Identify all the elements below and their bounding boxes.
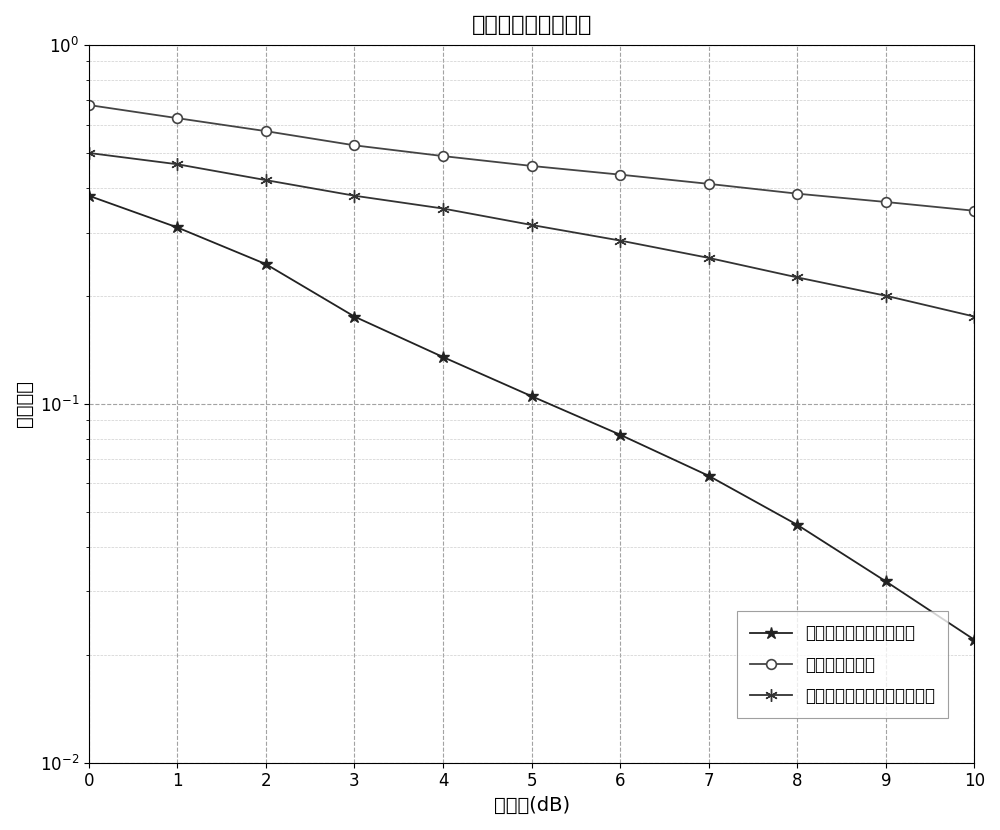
中继使用空时编码的情况 [880, 577, 892, 587]
中继使用空时编码的情况 [791, 520, 803, 530]
无中继重传情况 [260, 126, 272, 136]
Line: 中继不使用空时编码重传情况: 中继不使用空时编码重传情况 [82, 147, 981, 323]
中继不使用空时编码重传情况 [260, 175, 272, 185]
中继使用空时编码的情况 [348, 311, 360, 321]
中继不使用空时编码重传情况 [348, 191, 360, 201]
无中继重传情况 [968, 206, 980, 216]
中继不使用空时编码重传情况 [968, 311, 980, 321]
无中继重传情况 [83, 100, 95, 110]
中继使用空时编码的情况 [526, 391, 538, 401]
无中继重传情况 [614, 169, 626, 179]
中继使用空时编码的情况 [968, 635, 980, 645]
无中继重传情况 [703, 179, 715, 189]
中继不使用空时编码重传情况 [703, 253, 715, 263]
无中继重传情况 [437, 151, 449, 161]
无中继重传情况 [880, 197, 892, 207]
无中继重传情况 [348, 140, 360, 150]
中继使用空时编码的情况 [171, 222, 183, 232]
中继使用空时编码的情况 [260, 259, 272, 269]
中继使用空时编码的情况 [437, 352, 449, 362]
无中继重传情况 [791, 188, 803, 198]
Title: 不同方式的误比特率: 不同方式的误比特率 [471, 15, 592, 35]
中继使用空时编码的情况 [614, 430, 626, 440]
Line: 中继使用空时编码的情况: 中继使用空时编码的情况 [82, 189, 981, 646]
中继不使用空时编码重传情况 [791, 272, 803, 282]
中继不使用空时编码重传情况 [83, 148, 95, 158]
中继使用空时编码的情况 [703, 471, 715, 481]
无中继重传情况 [171, 113, 183, 123]
Legend: 中继使用空时编码的情况, 无中继重传情况, 中继不使用空时编码重传情况: 中继使用空时编码的情况, 无中继重传情况, 中继不使用空时编码重传情况 [737, 611, 948, 719]
中继不使用空时编码重传情况 [614, 236, 626, 246]
中继不使用空时编码重传情况 [880, 290, 892, 300]
X-axis label: 信噪比(dB): 信噪比(dB) [494, 796, 570, 815]
Y-axis label: 误比特率: 误比特率 [15, 380, 34, 427]
中继不使用空时编码重传情况 [437, 203, 449, 213]
中继不使用空时编码重传情况 [526, 220, 538, 230]
中继不使用空时编码重传情况 [171, 159, 183, 169]
Line: 无中继重传情况: 无中继重传情况 [84, 100, 979, 216]
无中继重传情况 [526, 161, 538, 171]
中继使用空时编码的情况 [83, 191, 95, 201]
